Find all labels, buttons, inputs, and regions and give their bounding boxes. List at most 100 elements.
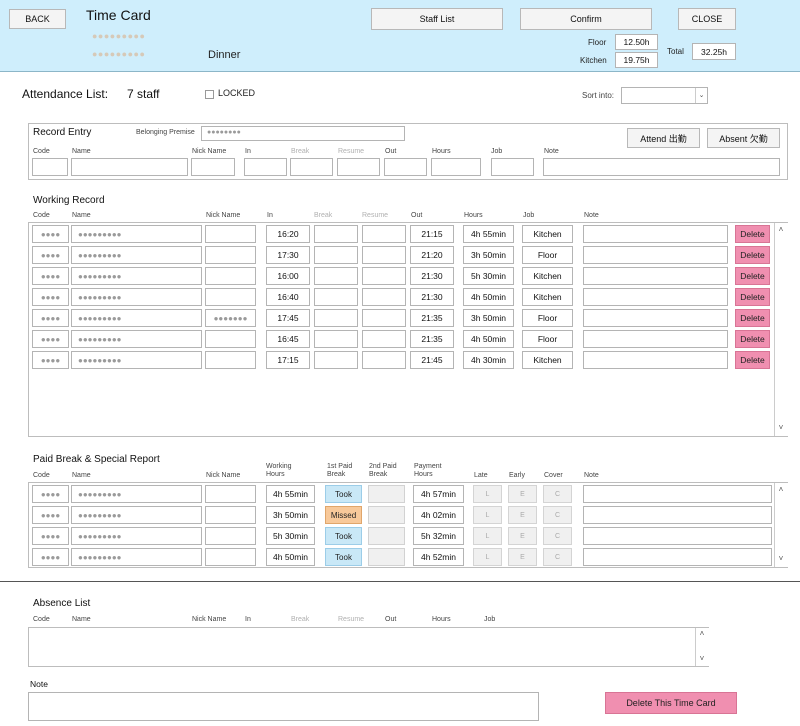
break-code[interactable]: ●●●● — [32, 527, 69, 545]
record-break[interactable] — [314, 267, 358, 285]
record-hours[interactable]: 4h 50min — [463, 330, 514, 348]
break-code[interactable]: ●●●● — [32, 548, 69, 566]
late-toggle[interactable]: L — [473, 506, 502, 524]
record-in[interactable]: 16:40 — [266, 288, 310, 306]
record-hours[interactable]: 3h 50min — [463, 246, 514, 264]
break-code[interactable]: ●●●● — [32, 506, 69, 524]
delete-time-card-button[interactable]: Delete This Time Card — [605, 692, 737, 714]
break-note[interactable] — [583, 548, 772, 566]
record-nick[interactable]: ●●●●●●● — [205, 309, 256, 327]
record-break[interactable] — [314, 330, 358, 348]
late-toggle[interactable]: L — [473, 485, 502, 503]
record-hours[interactable]: 4h 30min — [463, 351, 514, 369]
record-note[interactable] — [583, 351, 728, 369]
cover-toggle[interactable]: C — [543, 485, 572, 503]
break-code[interactable]: ●●●● — [32, 485, 69, 503]
record-job[interactable]: Kitchen — [522, 267, 573, 285]
delete-button[interactable]: Delete — [735, 351, 770, 369]
note-field[interactable] — [28, 692, 539, 721]
record-job[interactable]: Floor — [522, 309, 573, 327]
entry-resume-field[interactable] — [337, 158, 380, 176]
record-name[interactable]: ●●●●●●●●● — [71, 288, 202, 306]
delete-button[interactable]: Delete — [735, 246, 770, 264]
record-out[interactable]: 21:35 — [410, 330, 454, 348]
record-break[interactable] — [314, 351, 358, 369]
back-button[interactable]: BACK — [9, 9, 66, 29]
record-nick[interactable] — [205, 351, 256, 369]
early-toggle[interactable]: E — [508, 548, 537, 566]
record-in[interactable]: 16:20 — [266, 225, 310, 243]
sort-select[interactable]: ⌄ — [621, 87, 708, 104]
entry-hours-field[interactable] — [431, 158, 481, 176]
cover-toggle[interactable]: C — [543, 506, 572, 524]
record-name[interactable]: ●●●●●●●●● — [71, 330, 202, 348]
record-hours[interactable]: 5h 30min — [463, 267, 514, 285]
second-break-status[interactable] — [368, 527, 405, 545]
record-resume[interactable] — [362, 225, 406, 243]
record-in[interactable]: 16:45 — [266, 330, 310, 348]
entry-nick-field[interactable] — [191, 158, 235, 176]
record-in[interactable]: 17:15 — [266, 351, 310, 369]
record-break[interactable] — [314, 246, 358, 264]
record-code[interactable]: ●●●● — [32, 330, 69, 348]
record-resume[interactable] — [362, 351, 406, 369]
early-toggle[interactable]: E — [508, 506, 537, 524]
chevron-down-icon[interactable]: ˅ — [699, 654, 705, 663]
record-out[interactable]: 21:45 — [410, 351, 454, 369]
delete-button[interactable]: Delete — [735, 225, 770, 243]
record-job[interactable]: Floor — [522, 330, 573, 348]
first-break-status[interactable]: Took — [325, 548, 362, 566]
record-code[interactable]: ●●●● — [32, 288, 69, 306]
delete-button[interactable]: Delete — [735, 309, 770, 327]
break-note[interactable] — [583, 485, 772, 503]
premise-field[interactable]: ●●●●●●●● — [201, 126, 405, 141]
first-break-status[interactable]: Took — [325, 485, 362, 503]
paid-break-scrollbar[interactable] — [774, 483, 788, 567]
chevron-up-icon[interactable]: ˄ — [778, 225, 784, 234]
record-out[interactable]: 21:20 — [410, 246, 454, 264]
break-nick[interactable] — [205, 506, 256, 524]
record-name[interactable]: ●●●●●●●●● — [71, 267, 202, 285]
record-note[interactable] — [583, 330, 728, 348]
record-name[interactable]: ●●●●●●●●● — [71, 246, 202, 264]
record-resume[interactable] — [362, 267, 406, 285]
first-break-status[interactable]: Took — [325, 527, 362, 545]
record-in[interactable]: 17:30 — [266, 246, 310, 264]
absence-scrollbar[interactable] — [695, 628, 709, 666]
second-break-status[interactable] — [368, 506, 405, 524]
entry-break-field[interactable] — [290, 158, 333, 176]
break-nick[interactable] — [205, 527, 256, 545]
locked-checkbox[interactable] — [205, 90, 214, 99]
confirm-button[interactable]: Confirm — [520, 8, 652, 30]
early-toggle[interactable]: E — [508, 527, 537, 545]
record-out[interactable]: 21:30 — [410, 288, 454, 306]
record-note[interactable] — [583, 246, 728, 264]
break-nick[interactable] — [205, 485, 256, 503]
record-name[interactable]: ●●●●●●●●● — [71, 309, 202, 327]
entry-job-field[interactable] — [491, 158, 534, 176]
record-name[interactable]: ●●●●●●●●● — [71, 351, 202, 369]
record-resume[interactable] — [362, 330, 406, 348]
attend-button[interactable]: Attend 出勤 — [627, 128, 700, 148]
record-nick[interactable] — [205, 288, 256, 306]
entry-code-field[interactable] — [32, 158, 68, 176]
close-button[interactable]: CLOSE — [678, 8, 736, 30]
entry-name-field[interactable] — [71, 158, 188, 176]
late-toggle[interactable]: L — [473, 527, 502, 545]
entry-out-field[interactable] — [384, 158, 427, 176]
break-name[interactable]: ●●●●●●●●● — [71, 506, 202, 524]
record-code[interactable]: ●●●● — [32, 267, 69, 285]
record-resume[interactable] — [362, 288, 406, 306]
record-nick[interactable] — [205, 246, 256, 264]
break-name[interactable]: ●●●●●●●●● — [71, 548, 202, 566]
early-toggle[interactable]: E — [508, 485, 537, 503]
record-nick[interactable] — [205, 225, 256, 243]
record-break[interactable] — [314, 225, 358, 243]
record-out[interactable]: 21:30 — [410, 267, 454, 285]
cover-toggle[interactable]: C — [543, 548, 572, 566]
record-hours[interactable]: 3h 50min — [463, 309, 514, 327]
chevron-up-icon[interactable]: ˄ — [778, 485, 784, 494]
entry-in-field[interactable] — [244, 158, 287, 176]
record-hours[interactable]: 4h 50min — [463, 288, 514, 306]
record-out[interactable]: 21:15 — [410, 225, 454, 243]
